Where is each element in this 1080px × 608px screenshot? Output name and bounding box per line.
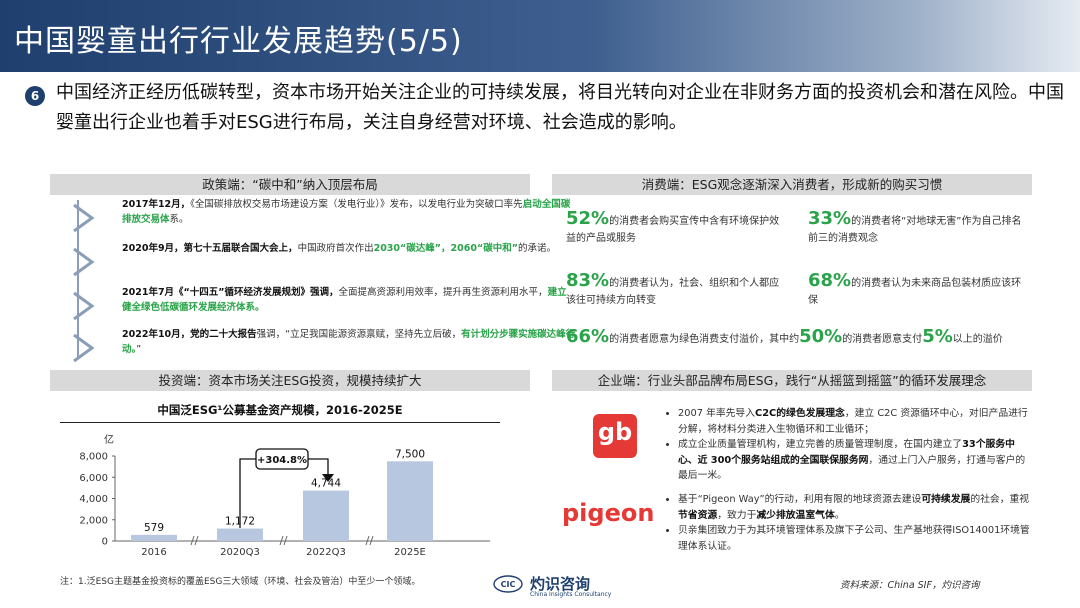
growth-label: +304.8% <box>257 455 307 466</box>
cic-logo-icon: CIC <box>493 575 523 593</box>
policy-header: 政策端：“碳中和”纳入顶层布局 <box>50 174 530 195</box>
x-tick-label: 2025E <box>394 547 426 558</box>
data-label: 7,500 <box>395 448 425 460</box>
svg-text:CIC: CIC <box>501 580 516 589</box>
y-axis-label: 亿 <box>104 433 114 446</box>
chart-title: 中国泛ESG¹公募基金资产规模，2016-2025E <box>157 403 403 417</box>
chevron-right-icon <box>73 291 95 321</box>
pigeon-logo: pigeon <box>562 499 655 527</box>
chevron-right-icon <box>73 247 95 277</box>
consumer-stat: 52%的消费者会购买宣传中含有环境保护效益的产品或服务 <box>566 208 780 245</box>
x-tick-label: 2022Q3 <box>306 547 346 558</box>
x-tick-label: 2016 <box>141 547 166 558</box>
bar-chart: 亿 0 2,000 4,000 6,000 8,000 2016 2020Q3 2022Q3… <box>79 433 490 558</box>
timeline-text: 2020年9月，第七十五届联合国大会上，中国政府首次作出2030“碳达峰”，20… <box>122 243 556 254</box>
timeline-text: 2021年7月《“十四五”循环经济发展规划》强调，全面提高资源利用效率，提升再生… <box>122 287 567 313</box>
section-number-badge: 6 <box>25 86 45 106</box>
axis-break-mark <box>190 535 374 546</box>
chart-title-rule <box>60 422 500 423</box>
source-note: 资料来源：China SIF，灼识咨询 <box>840 580 980 591</box>
gb-point: 2007 年率先导入C2C的绿色发展理念，建立 C2C 资源循环中心，对旧产品进… <box>678 406 1034 437</box>
intro-paragraph: 中国经济正经历低碳转型，资本市场开始关注企业的可持续发展，将目光转向对企业在非财… <box>56 82 1064 133</box>
logo-name: 灼识咨询 <box>530 575 591 593</box>
arrow-down-icon <box>322 474 334 482</box>
data-label: 579 <box>144 522 164 534</box>
chevron-right-icon <box>73 333 95 363</box>
x-tick-label: 2020Q3 <box>220 547 260 558</box>
consumer-stat: 68%的消费者认为未来商品包装材质应该环保 <box>808 270 1022 307</box>
gb-logo: gb <box>593 414 637 458</box>
bar-2022Q3 <box>303 490 349 541</box>
logo-subtitle: China Insights Consultancy <box>530 591 612 598</box>
consumer-header: 消费端：ESG观念逐渐深入消费者，形成新的购买习惯 <box>552 174 1032 195</box>
timeline-line <box>77 200 79 358</box>
y-tick-label: 6,000 <box>79 473 108 484</box>
title-bar: 中国婴童出行行业发展趋势(5/5) <box>0 0 1080 72</box>
y-tick-label: 2,000 <box>79 515 108 526</box>
chevron-right-icon <box>73 203 95 233</box>
gb-point: 成立企业质量管理机构，建立完善的质量管理制度，在国内建立了33个服务中心、近 3… <box>678 437 1034 484</box>
y-tick-label: 8,000 <box>79 452 108 463</box>
timeline-text: 2022年10月，党的二十大报告强调，“立足我国能源资源禀赋，坚持先立后破，有计… <box>122 329 576 355</box>
consumer-stat: 83%的消费者认为，社会、组织和个人都应该往可持续方向转变 <box>566 270 780 307</box>
data-label: 4,744 <box>311 478 341 490</box>
pigeon-point: 基于“Pigeon Way”的行动，利用有限的地球资源去建设可持续发展的社会，重… <box>678 492 1034 523</box>
bar-2025E <box>387 461 433 541</box>
bar-2020Q3 <box>217 528 263 541</box>
timeline-text: 2017年12月，《全国碳排放权交易市场建设方案（发电行业）》发布，以发电行业为… <box>122 199 571 225</box>
pigeon-point: 贝亲集团致力于为其环境管理体系及旗下子公司、生产基地获得ISO14001环境管理… <box>678 523 1034 554</box>
enterprise-header: 企业端：行业头部品牌布局ESG，践行“从摇篮到摇篮”的循环发展理念 <box>552 370 1032 391</box>
page-title: 中国婴童出行行业发展趋势(5/5) <box>14 24 463 59</box>
pigeon-description: 基于“Pigeon Way”的行动，利用有限的地球资源去建设可持续发展的社会，重… <box>664 492 1034 554</box>
footnote: 注：1.泛ESG主题基金投资标的覆盖ESG三大领域（环境、社会及管治）中至少一个… <box>60 577 421 587</box>
gb-description: 2007 年率先导入C2C的绿色发展理念，建立 C2C 资源循环中心，对旧产品进… <box>664 406 1034 484</box>
growth-label-box <box>255 448 309 470</box>
consumer-stat: 33%的消费者将“对地球无害”作为自己排名前三的消费观念 <box>808 208 1022 245</box>
growth-annotation: +304.8% <box>239 448 334 528</box>
y-tick-label: 0 <box>102 537 108 548</box>
consumer-stat-premium: 66%的消费者愿意为绿色消费支付溢价，其中约50%的消费者愿意支付5%以上的溢价 <box>566 326 1003 347</box>
investment-header: 投资端：资本市场关注ESG投资，规模持续扩大 <box>50 370 530 391</box>
y-tick-label: 4,000 <box>79 494 108 505</box>
bar-2016 <box>131 534 177 541</box>
